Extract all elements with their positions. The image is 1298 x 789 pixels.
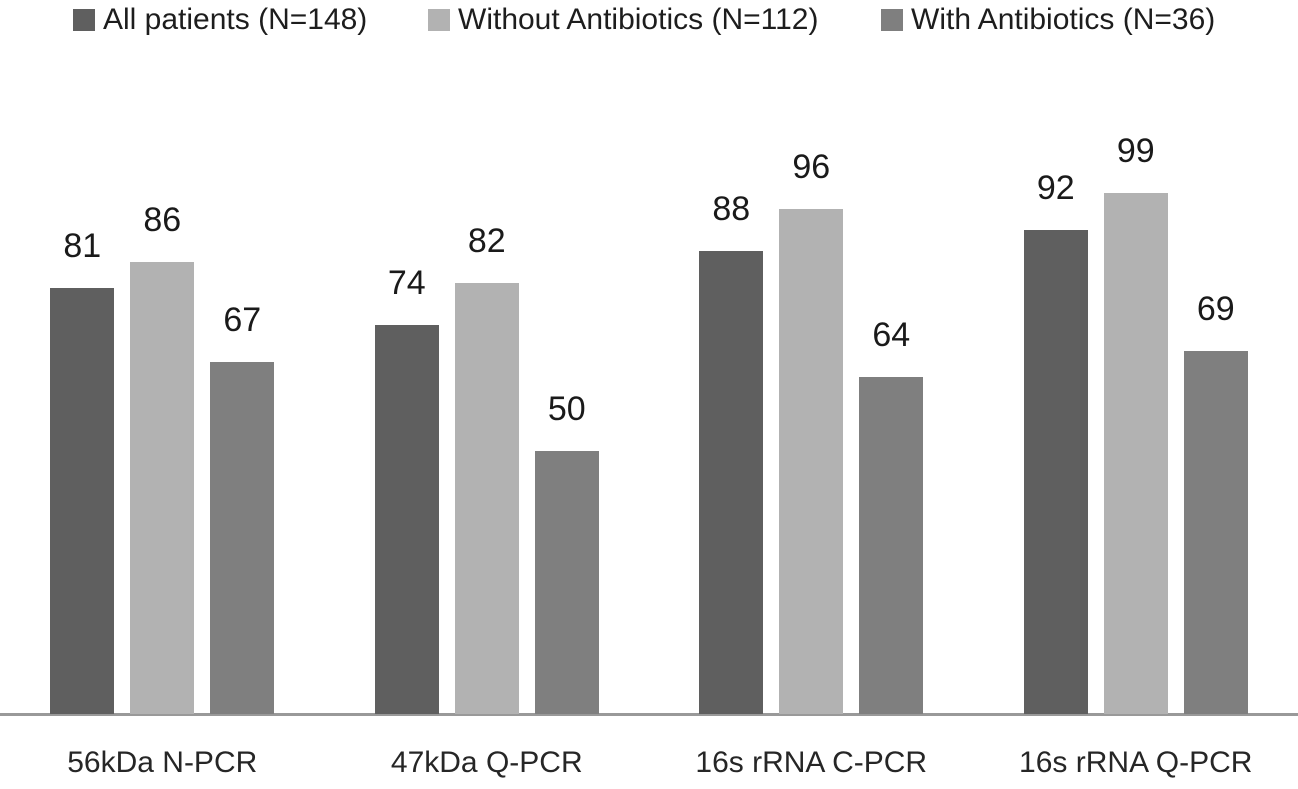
bar-value-label: 99 — [1116, 132, 1155, 170]
legend-swatch — [881, 9, 903, 31]
bar-value-label: 88 — [712, 190, 751, 228]
bar — [1183, 351, 1248, 714]
bar-value-label: 86 — [143, 201, 182, 239]
legend-swatch — [73, 9, 95, 31]
legend-item-without-antibiotics: Without Antibiotics (N=112) — [428, 2, 818, 38]
bar — [534, 451, 599, 714]
x-axis-line — [0, 713, 1298, 716]
category-label: 16s rRNA Q-PCR — [1019, 746, 1253, 779]
bar — [779, 209, 844, 714]
category-label: 47kDa Q-PCR — [390, 746, 583, 779]
bar — [1103, 193, 1168, 714]
bar — [130, 262, 195, 714]
legend-label: Without Antibiotics (N=112) — [458, 3, 819, 36]
bar — [1023, 230, 1088, 714]
bar — [50, 288, 115, 714]
bar-value-label: 96 — [792, 148, 831, 186]
legend-item-all-patients: All patients (N=148) — [73, 2, 367, 38]
bar — [454, 283, 519, 714]
bar-value-label: 74 — [387, 264, 426, 302]
legend-swatch — [428, 9, 450, 31]
bar-value-label: 50 — [547, 390, 586, 428]
bar-value-label: 81 — [63, 227, 102, 265]
legend-label: With Antibiotics (N=36) — [911, 3, 1216, 36]
bar-value-label: 67 — [223, 301, 262, 339]
bar — [699, 251, 764, 714]
bar-value-label: 92 — [1036, 169, 1075, 207]
category-label: 16s rRNA C-PCR — [695, 746, 928, 779]
bar — [210, 362, 275, 714]
legend-item-with-antibiotics: With Antibiotics (N=36) — [881, 2, 1215, 38]
category-label: 56kDa N-PCR — [67, 746, 258, 779]
bar — [859, 377, 924, 714]
bar-value-label: 82 — [467, 222, 506, 260]
legend-label: All patients (N=148) — [103, 3, 368, 36]
bar-value-label: 69 — [1196, 290, 1235, 328]
bar — [374, 325, 439, 714]
bar-value-label: 64 — [872, 316, 911, 354]
